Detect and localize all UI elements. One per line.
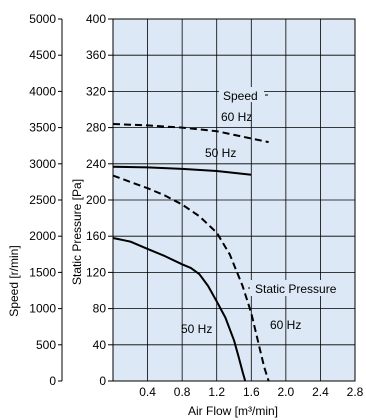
x-tick-label-5: 2.4 xyxy=(312,385,329,399)
pressure-tick-label-9: 360 xyxy=(86,48,106,62)
pressure-tick-label-10: 400 xyxy=(86,12,106,26)
series-layer xyxy=(112,123,270,382)
pressure-tick-label-3: 120 xyxy=(86,265,106,279)
x-tick-label-2: 1.2 xyxy=(208,385,225,399)
speed-tick-label-1: 500 xyxy=(36,338,56,352)
speed-50hz-label: 50 Hz xyxy=(205,146,236,160)
x-tick-label-4: 2.0 xyxy=(278,385,295,399)
static-pressure-annotation: Static Pressure xyxy=(255,282,337,296)
x-tick-label-1: 0.8 xyxy=(174,385,191,399)
speed-tick-label-2: 1000 xyxy=(29,302,56,316)
x-tick-label-3: 1.6 xyxy=(243,385,260,399)
pressure-tick-label-0: 0 xyxy=(99,374,106,388)
static-pressure-annotation-bg xyxy=(250,280,347,296)
x-axis-title: Air Flow [m³/min] xyxy=(188,404,278,418)
speed-axis: 0 500 1000 1500 2000 2500 3000 3500 4000 4500 5000 xyxy=(29,12,63,388)
speed-annotation: Speed xyxy=(223,89,258,103)
series-static-pressure-60hz xyxy=(112,174,270,382)
pressure-tick-label-5: 200 xyxy=(86,193,106,207)
speed-60hz-label: 60 Hz xyxy=(221,110,252,124)
grid xyxy=(113,19,355,381)
pressure-tick-label-1: 40 xyxy=(93,338,107,352)
x-tick-label-0: 0.4 xyxy=(139,385,156,399)
speed-tick-label-6: 3000 xyxy=(29,157,56,171)
speed-axis-title: Speed [r/min] xyxy=(7,245,21,316)
pressure-tick-label-2: 80 xyxy=(93,302,107,316)
pressure-axis-title: Static Pressure [Pa] xyxy=(70,179,84,285)
pressure-axis: 0 40 80 120 160 200 240 280 320 360 400 xyxy=(86,12,113,388)
speed-tick-label-5: 2500 xyxy=(29,193,56,207)
pressure-tick-label-7: 280 xyxy=(86,121,106,135)
speed-tick-label-10: 5000 xyxy=(29,12,56,26)
speed-tick-label-9: 4500 xyxy=(29,48,56,62)
speed-tick-label-7: 3500 xyxy=(29,121,56,135)
speed-tick-label-8: 4000 xyxy=(29,84,56,98)
pressure-tick-label-6: 240 xyxy=(86,157,106,171)
series-static-pressure-50hz xyxy=(112,237,247,382)
pressure-50hz-label: 50 Hz xyxy=(181,322,212,336)
series-speed-50hz xyxy=(112,165,252,176)
speed-tick-label-0: 0 xyxy=(49,374,56,388)
x-axis: 0.4 0.8 1.2 1.6 2.0 2.4 2.8 xyxy=(139,385,363,399)
speed-tick-label-4: 2000 xyxy=(29,229,56,243)
pressure-tick-label-8: 320 xyxy=(86,84,106,98)
speed-annotation-bg xyxy=(219,87,264,102)
pressure-60hz-label: 60 Hz xyxy=(270,318,301,332)
pressure-tick-label-4: 160 xyxy=(86,229,106,243)
x-tick-label-6: 2.8 xyxy=(347,385,364,399)
series-speed-60hz xyxy=(112,123,269,144)
speed-tick-label-3: 1500 xyxy=(29,265,56,279)
